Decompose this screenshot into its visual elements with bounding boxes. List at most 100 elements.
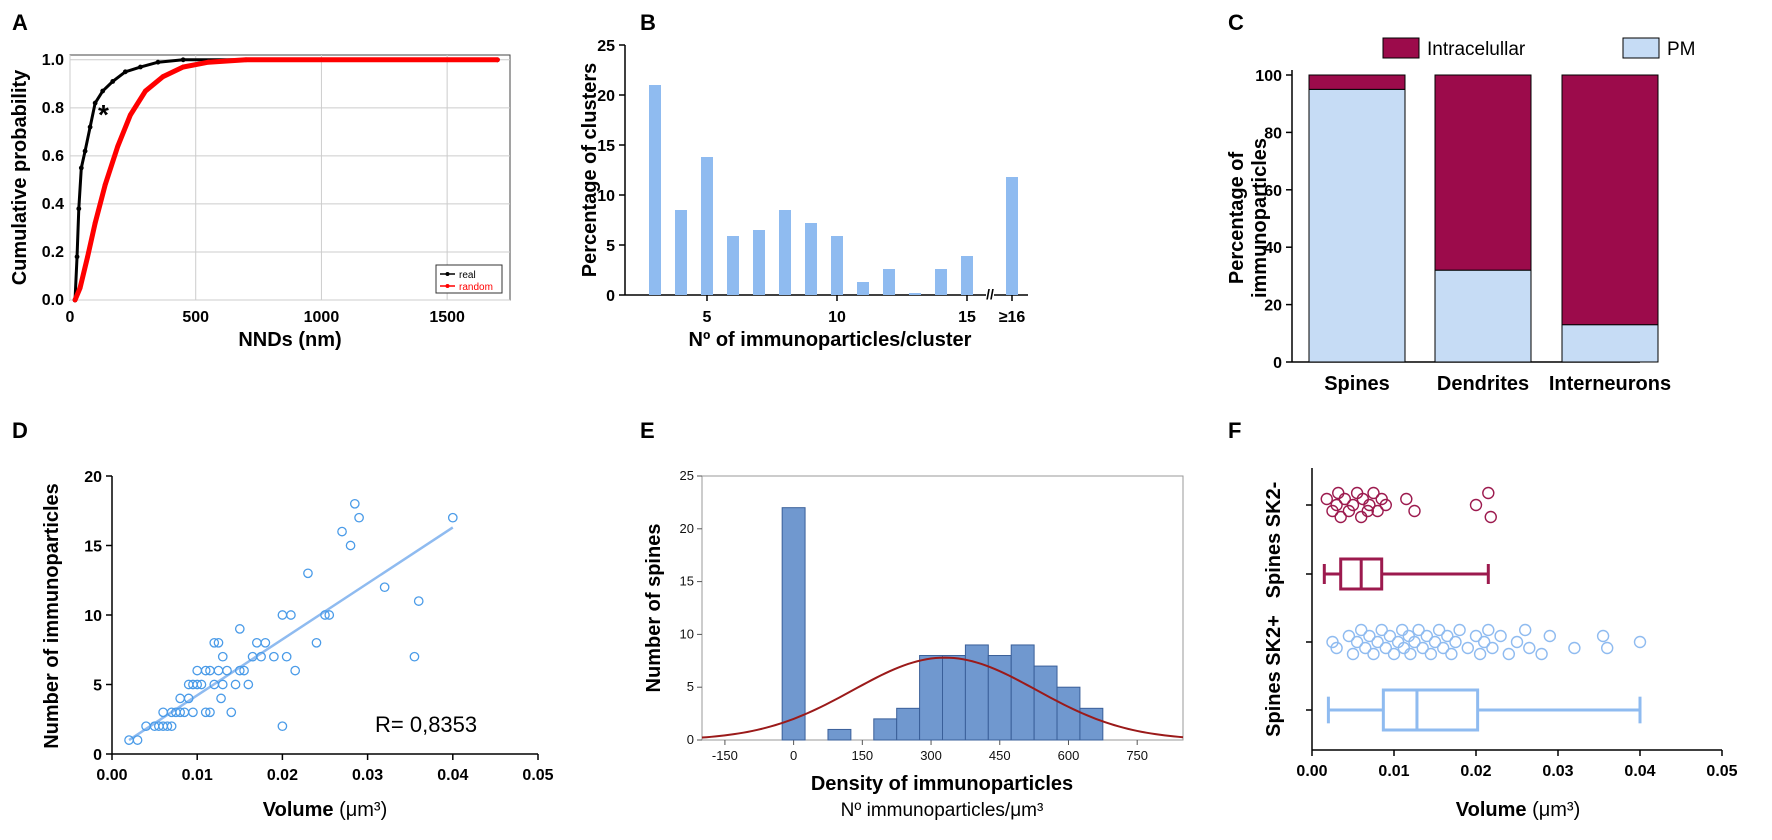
scatter-point xyxy=(320,610,330,620)
y-axis-title: Number of immunoparticles xyxy=(41,483,63,749)
data-point-real xyxy=(122,69,128,75)
scatter-point-sk2-pos xyxy=(1350,635,1364,649)
data-point-real xyxy=(74,254,80,260)
scatter-point-sk2-pos xyxy=(1445,647,1458,661)
data-point-random xyxy=(102,182,108,188)
x-tick-label: 10 xyxy=(828,309,846,326)
chart-a: 0 500 1000 1500 0.0 0.2 0.4 0.6 0.8 1.0 * realrando… xyxy=(9,52,511,351)
scatter-point-sk2-pos xyxy=(1432,623,1446,637)
group-label-sk2-pos: Spines SK2+ xyxy=(1263,615,1285,737)
x-axis-subtitle: Nº immunoparticles/μm³ xyxy=(841,800,1044,821)
y-tick-label: 15 xyxy=(84,539,102,556)
chart-c: 0 20 40 60 80 100 Spines Dendrites Interneurons I… xyxy=(1226,37,1696,395)
scatter-point-sk2-pos xyxy=(1424,647,1438,661)
data-point-random xyxy=(205,59,211,65)
scatter-point xyxy=(234,665,245,676)
bar-6 xyxy=(727,236,739,295)
data-point-random xyxy=(92,220,98,226)
scatter-point-sk2-pos xyxy=(1441,629,1454,643)
scatter-point xyxy=(290,665,301,676)
histogram-bin xyxy=(873,718,898,741)
scatter-point-sk2-pos xyxy=(1420,629,1434,643)
data-point-random xyxy=(243,57,249,63)
box-iqr xyxy=(1381,688,1480,732)
bar-segment-PM xyxy=(1308,88,1406,363)
chart-f: 0.00 0.01 0.02 0.03 0.04 0.05 Spines SK2- Spine… xyxy=(1263,468,1738,821)
scatter-point-sk2-pos xyxy=(1387,647,1401,661)
histogram-bin xyxy=(1079,707,1104,741)
legend-swatch-PM xyxy=(1622,37,1660,59)
scatter-point-sk2-pos xyxy=(1363,629,1376,643)
data-point-random xyxy=(77,285,83,291)
data-point-real xyxy=(87,124,93,130)
scatter-point xyxy=(345,540,356,551)
data-point-real xyxy=(138,64,143,70)
axis-break-mark: // xyxy=(986,286,994,302)
bar-8 xyxy=(779,210,791,295)
legend-box xyxy=(435,264,503,294)
legend-swatch-Intracelullar xyxy=(1382,37,1420,59)
scatter-point-sk2-neg xyxy=(1482,486,1495,500)
scatter-point-sk2-pos xyxy=(1473,647,1487,661)
scatter-point xyxy=(205,707,215,718)
scatter-point-sk2-neg xyxy=(1408,504,1421,518)
series-line-real xyxy=(73,58,498,301)
data-point-random xyxy=(72,297,78,303)
x-tick-label: 1000 xyxy=(304,309,340,326)
scatter-point xyxy=(175,707,186,718)
scatter-point xyxy=(217,651,228,662)
chart-b: // 0 5 10 15 20 25 5 10 15 ≥16 Nº of immunoparticle… xyxy=(579,38,1028,351)
panel-label-f: F xyxy=(1228,418,1241,443)
y-tick-label: 10 xyxy=(597,188,615,205)
scatter-point-sk2-pos xyxy=(1469,629,1483,643)
legend-marker xyxy=(445,272,450,276)
y-tick-label: 10 xyxy=(680,626,694,641)
scatter-point-sk2-pos xyxy=(1359,641,1372,655)
scatter-point xyxy=(337,526,347,537)
data-point-real xyxy=(82,148,88,154)
data-point-real xyxy=(78,165,84,171)
y-tick-label: 0.8 xyxy=(42,100,64,117)
y-axis-title: Percentage of clusters xyxy=(579,63,601,278)
scatter-point-sk2-pos xyxy=(1346,647,1360,661)
x-tick-label: 450 xyxy=(989,748,1011,763)
x-tick-label: 0.05 xyxy=(1706,763,1737,780)
scatter-point-sk2-pos xyxy=(1596,629,1610,643)
y-tick-label: 1.0 xyxy=(42,52,64,69)
scatter-point xyxy=(413,596,424,606)
scatter-point xyxy=(222,665,232,676)
scatter-point xyxy=(277,610,288,620)
histogram-bin xyxy=(1056,686,1081,741)
scatter-point-sk2-pos xyxy=(1408,635,1421,649)
data-point-random xyxy=(127,112,133,118)
scatter-point xyxy=(213,637,224,648)
scatter-point xyxy=(243,679,254,690)
scatter-point-sk2-pos xyxy=(1494,629,1507,643)
legend-label: PM xyxy=(1667,39,1696,60)
scatter-point-sk2-pos xyxy=(1412,623,1425,637)
scatter-point-sk2-neg xyxy=(1346,498,1360,512)
scatter-point-sk2-pos xyxy=(1477,635,1491,649)
scatter-point-sk2-pos xyxy=(1482,623,1495,637)
scatter-point-sk2-pos xyxy=(1535,647,1548,661)
scatter-point xyxy=(230,679,241,690)
panel-label-c: C xyxy=(1228,10,1244,35)
scatter-point-sk2-pos xyxy=(1461,641,1475,655)
x-axis-title: Volume (μm³) xyxy=(1456,799,1580,821)
histogram-bin xyxy=(919,655,943,741)
y-tick-label: 40 xyxy=(1264,240,1282,257)
scatter-point-sk2-pos xyxy=(1633,635,1647,649)
scatter-point xyxy=(175,693,186,704)
scatter-point-sk2-pos xyxy=(1428,635,1442,649)
bar-13 xyxy=(909,293,921,295)
scatter-point-sk2-pos xyxy=(1379,641,1393,655)
histogram-bin xyxy=(896,707,921,741)
scatter-point-sk2-pos xyxy=(1543,629,1557,643)
bar-7 xyxy=(753,230,765,295)
scatter-point-sk2-neg xyxy=(1320,492,1333,506)
scatter-point xyxy=(234,624,245,634)
x-tick-label: 0 xyxy=(66,309,75,326)
legend: Intracelullar PM xyxy=(1382,37,1696,60)
histogram-bin xyxy=(942,655,966,741)
